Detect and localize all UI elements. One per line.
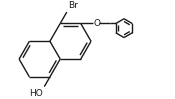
Text: HO: HO	[30, 89, 43, 98]
Text: O: O	[94, 19, 101, 28]
Text: Br: Br	[68, 1, 78, 10]
